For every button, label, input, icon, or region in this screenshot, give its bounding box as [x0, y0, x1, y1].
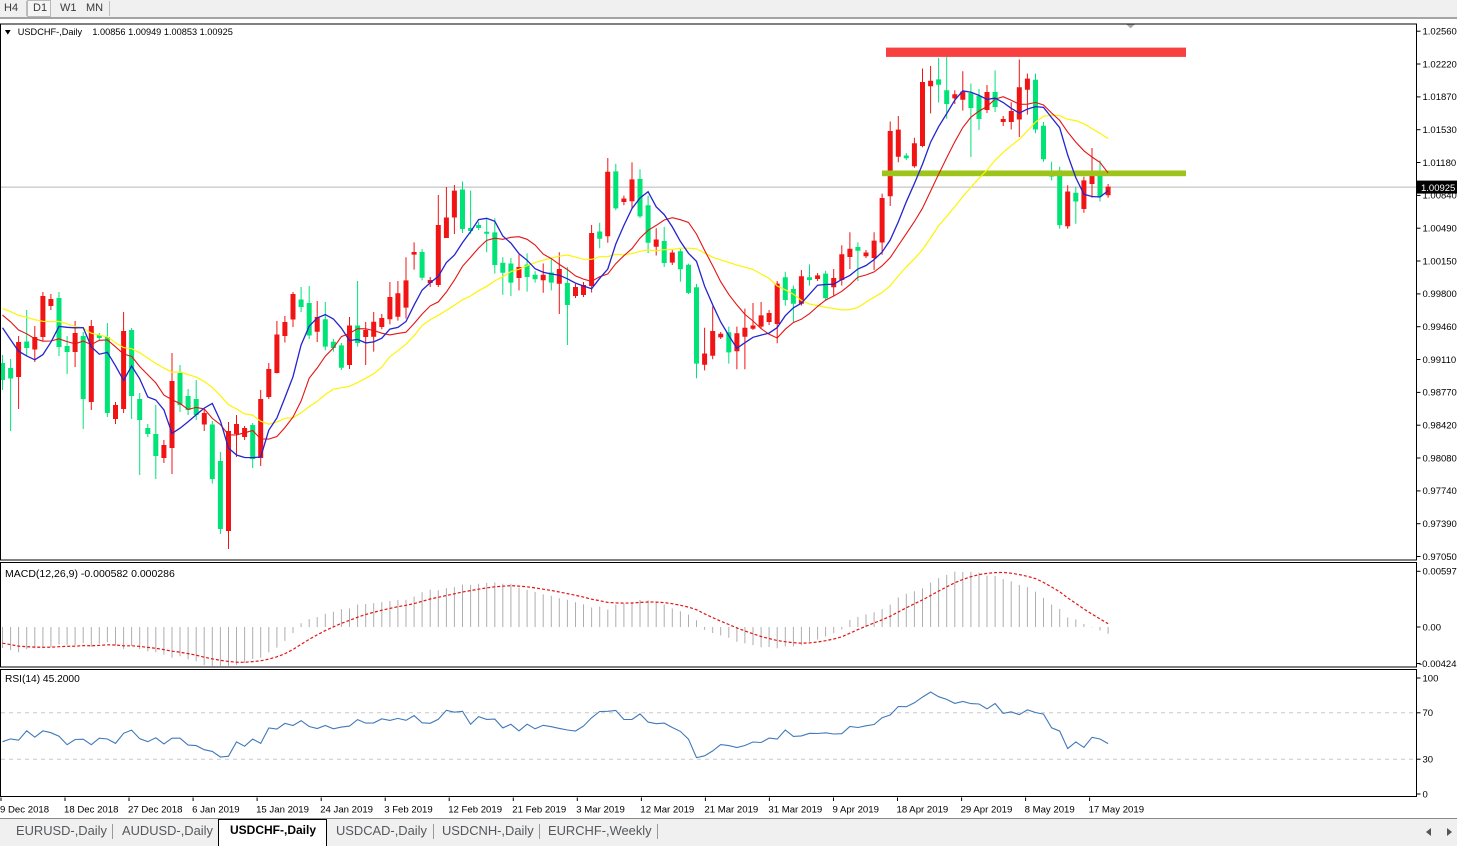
svg-text:30: 30: [1423, 755, 1434, 766]
svg-text:0.99460: 0.99460: [1423, 322, 1457, 333]
svg-text:17 May 2019: 17 May 2019: [1089, 805, 1144, 816]
svg-text:12 Feb 2019: 12 Feb 2019: [448, 805, 502, 816]
svg-text:9 Apr 2019: 9 Apr 2019: [833, 805, 879, 816]
svg-text:3 Feb 2019: 3 Feb 2019: [384, 805, 433, 816]
svg-text:18 Apr 2019: 18 Apr 2019: [897, 805, 949, 816]
svg-text:9 Dec 2018: 9 Dec 2018: [0, 805, 49, 816]
svg-text:24 Jan 2019: 24 Jan 2019: [320, 805, 373, 816]
svg-text:0.98420: 0.98420: [1423, 421, 1457, 432]
svg-text:1.01530: 1.01530: [1423, 125, 1457, 136]
svg-text:1.02560: 1.02560: [1423, 27, 1457, 38]
svg-text:1.02220: 1.02220: [1423, 59, 1457, 70]
svg-text:0.00597: 0.00597: [1423, 567, 1457, 578]
svg-text:1.01180: 1.01180: [1423, 158, 1457, 169]
svg-text:0.97390: 0.97390: [1423, 519, 1457, 530]
svg-text:8 May 2019: 8 May 2019: [1025, 805, 1075, 816]
svg-text:31 Mar 2019: 31 Mar 2019: [768, 805, 822, 816]
svg-text:USDCHF-,Daily 1.00856 1.009: USDCHF-,Daily 1.00856 1.00949 1.00853 1.…: [18, 27, 233, 37]
svg-text:6 Jan 2019: 6 Jan 2019: [192, 805, 239, 816]
svg-text:21 Feb 2019: 21 Feb 2019: [512, 805, 566, 816]
svg-text:0.98080: 0.98080: [1423, 453, 1457, 464]
svg-text:1.01870: 1.01870: [1423, 92, 1457, 103]
svg-text:RSI(14) 45.2000: RSI(14) 45.2000: [5, 674, 80, 685]
svg-text:15 Jan 2019: 15 Jan 2019: [256, 805, 309, 816]
svg-text:100: 100: [1423, 673, 1439, 684]
svg-text:0.97740: 0.97740: [1423, 486, 1457, 497]
svg-text:27 Dec 2018: 27 Dec 2018: [128, 805, 182, 816]
svg-text:0: 0: [1423, 789, 1428, 800]
svg-text:0.98770: 0.98770: [1423, 388, 1457, 399]
svg-text:21 Mar 2019: 21 Mar 2019: [704, 805, 758, 816]
svg-text:0.99800: 0.99800: [1423, 289, 1457, 300]
svg-text:1.00150: 1.00150: [1423, 256, 1457, 267]
svg-text:70: 70: [1423, 708, 1434, 719]
svg-text:0.00: 0.00: [1423, 622, 1442, 633]
svg-text:29 Apr 2019: 29 Apr 2019: [961, 805, 1013, 816]
svg-text:3 Mar 2019: 3 Mar 2019: [576, 805, 625, 816]
svg-text:0.99110: 0.99110: [1423, 355, 1457, 366]
svg-text:0.97050: 0.97050: [1423, 552, 1457, 563]
svg-text:MACD(12,26,9) -0.000582 0.0002: MACD(12,26,9) -0.000582 0.000286: [5, 568, 175, 580]
svg-text:1.00490: 1.00490: [1423, 224, 1457, 235]
svg-text:1.00925: 1.00925: [1421, 183, 1455, 194]
svg-text:-0.00424: -0.00424: [1419, 659, 1457, 670]
svg-text:18 Dec 2018: 18 Dec 2018: [64, 805, 118, 816]
svg-text:12 Mar 2019: 12 Mar 2019: [640, 805, 694, 816]
